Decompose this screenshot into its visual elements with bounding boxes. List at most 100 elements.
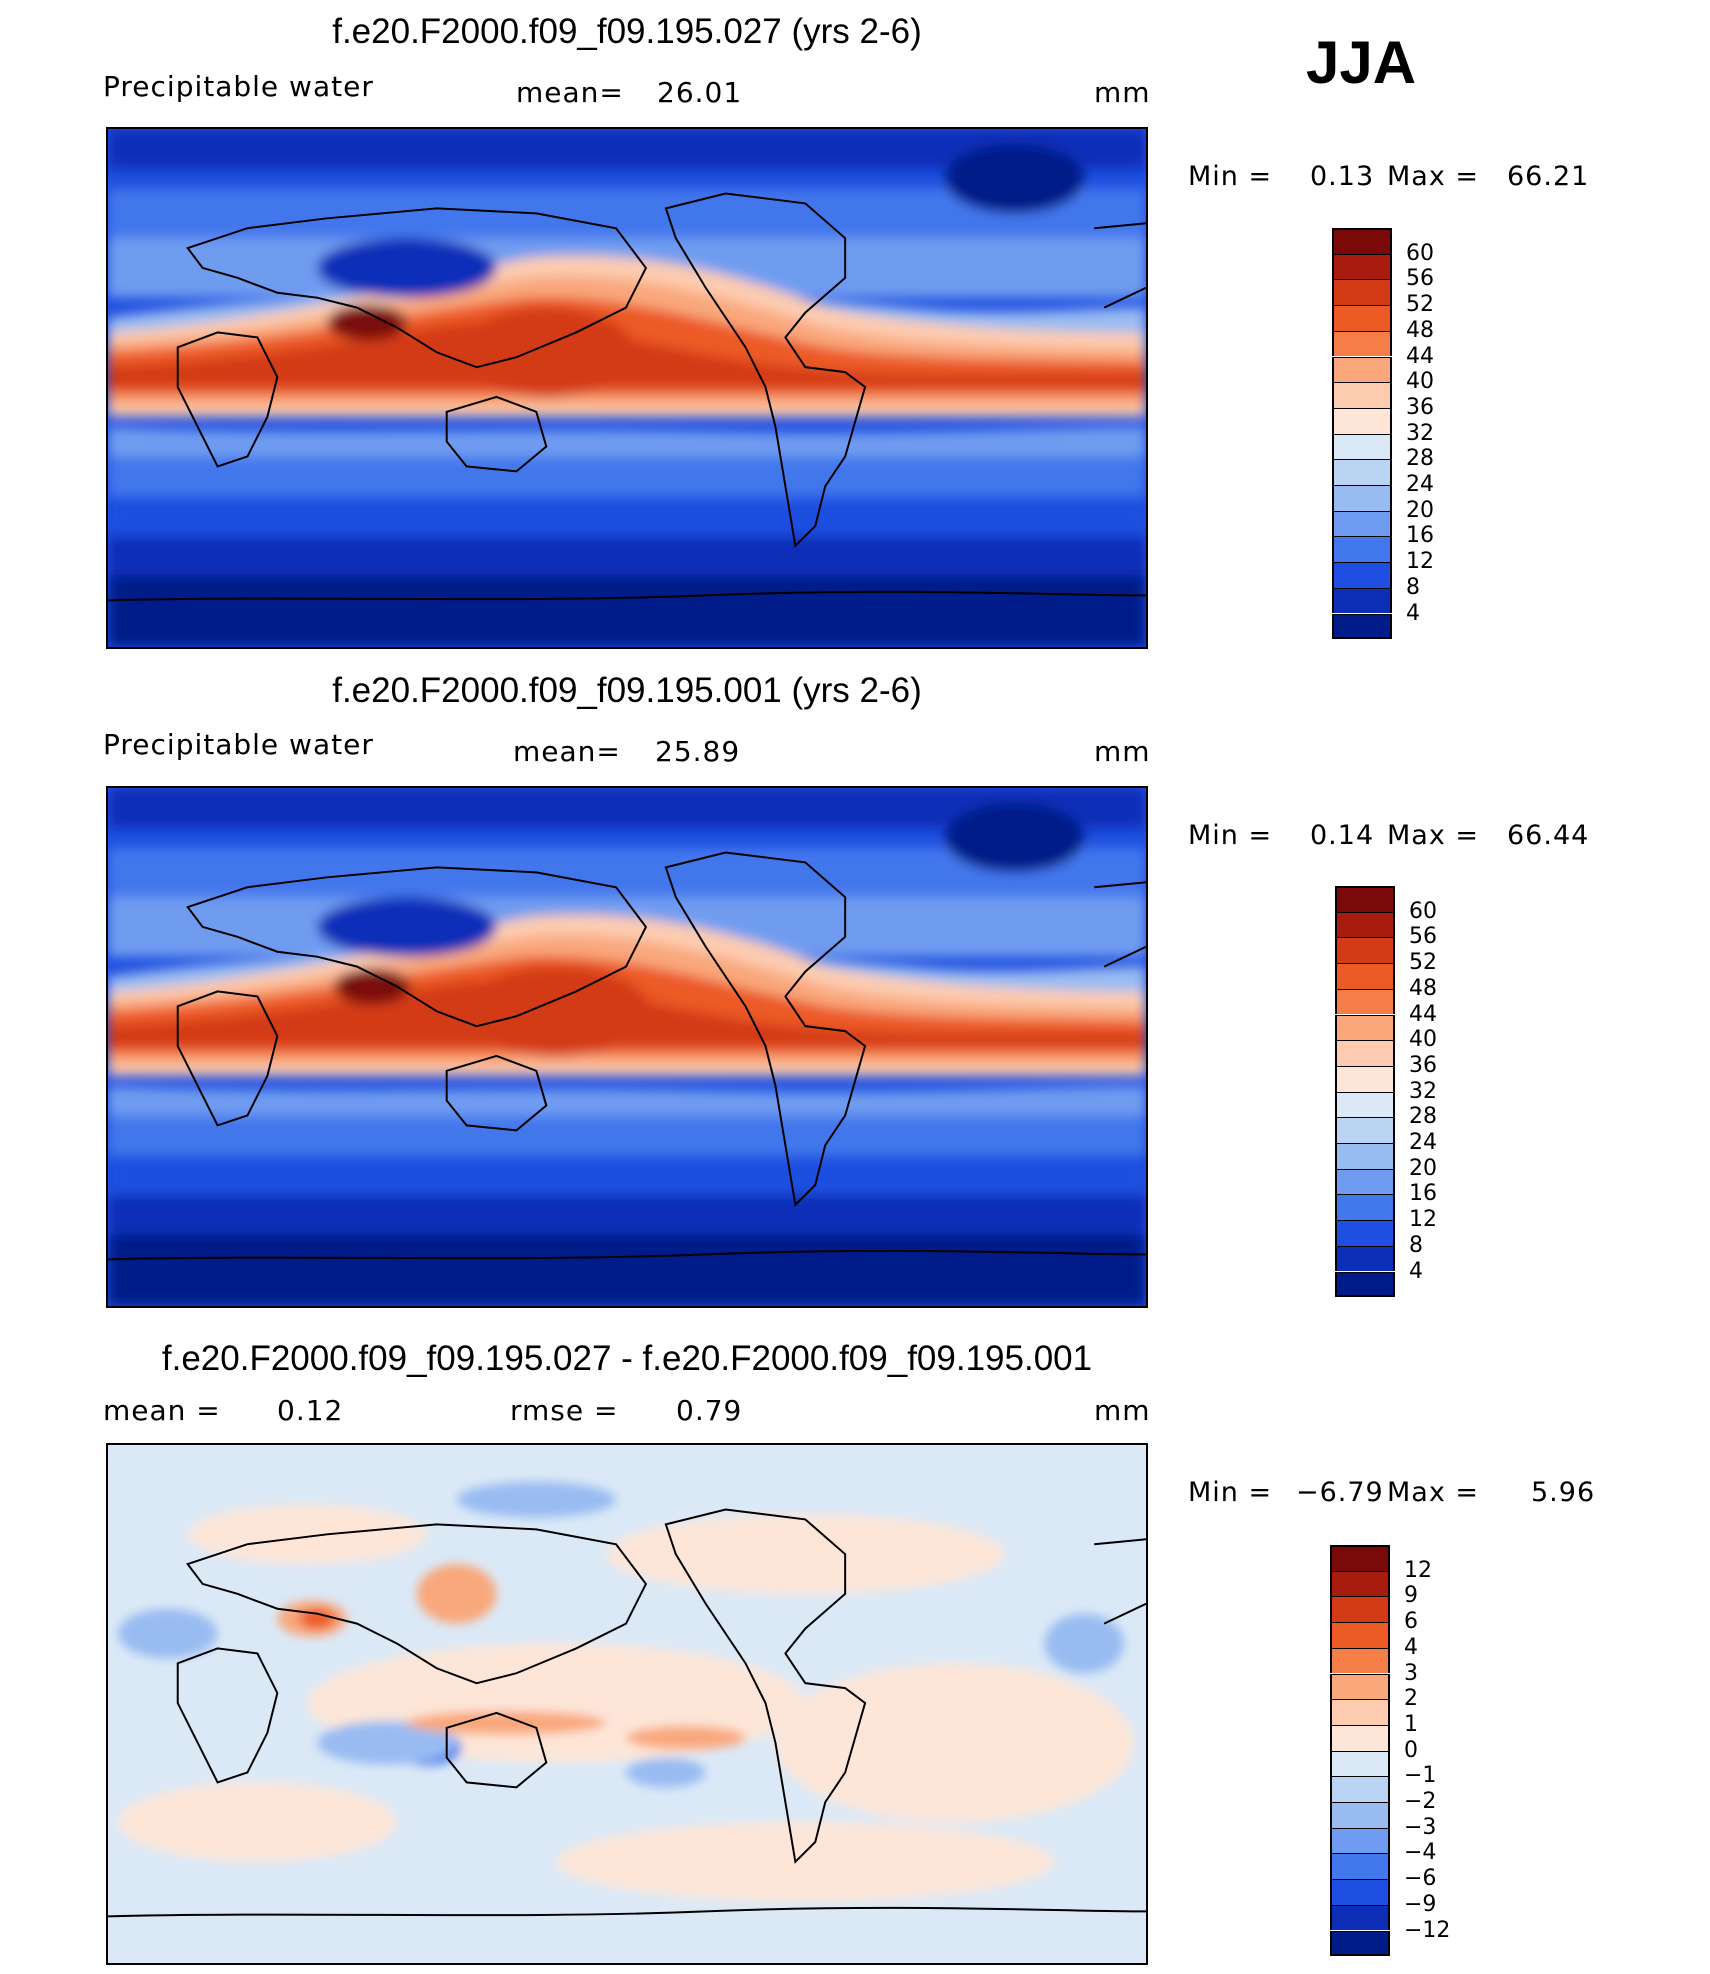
colorbar-tick-label: 8 <box>1409 1232 1423 1258</box>
colorbar-swatch <box>1335 1220 1395 1246</box>
panel2-max-label: Max = <box>1387 820 1480 851</box>
colorbar-tick-label: 44 <box>1406 343 1434 369</box>
colorbar-swatch <box>1332 587 1392 614</box>
colorbar-tick-label: 28 <box>1409 1104 1437 1130</box>
colorbar-swatch <box>1335 886 1395 912</box>
colorbar-swatch <box>1332 433 1392 460</box>
panel3-map <box>106 1443 1148 1965</box>
colorbar-swatch <box>1332 253 1392 280</box>
season-label: JJA <box>1306 29 1417 96</box>
colorbar-swatch <box>1335 1040 1395 1066</box>
colorbar-swatch <box>1335 1168 1395 1195</box>
panel3-field <box>108 1445 1146 1963</box>
colorbar-swatch <box>1330 1879 1390 1905</box>
colorbar-tick-label: 8 <box>1406 574 1420 600</box>
colorbar-tick-label: 32 <box>1409 1078 1437 1104</box>
colorbar-swatch <box>1332 510 1392 537</box>
colorbar-swatch <box>1332 382 1392 408</box>
colorbar-swatch <box>1330 1622 1390 1648</box>
colorbar-tick-label: 44 <box>1409 1001 1437 1027</box>
panel2-stat-label: mean= <box>513 735 621 768</box>
colorbar-swatch <box>1335 1065 1395 1092</box>
colorbar-swatch <box>1332 330 1392 357</box>
colorbar-tick-label: 28 <box>1406 446 1434 472</box>
colorbar-swatch <box>1332 228 1392 254</box>
colorbar-swatch <box>1330 1930 1390 1957</box>
colorbar-tick-label: 52 <box>1409 950 1437 976</box>
colorbar-tick-label: 12 <box>1409 1207 1437 1233</box>
colorbar-swatch <box>1332 279 1392 306</box>
colorbar-swatch <box>1330 1904 1390 1931</box>
panel2-min-value: 0.14 <box>1310 820 1375 851</box>
colorbar-swatch <box>1335 937 1395 964</box>
panel1-title: f.e20.F2000.f09_f09.195.027 (yrs 2-6) <box>332 12 922 51</box>
colorbar-tick-label: 40 <box>1409 1027 1437 1053</box>
colorbar-swatch <box>1332 536 1392 563</box>
colorbar-tick-label: 16 <box>1409 1181 1437 1207</box>
colorbar-tick-label: 9 <box>1404 1583 1418 1609</box>
colorbar-swatch <box>1335 963 1395 989</box>
colorbar-swatch <box>1332 356 1392 383</box>
colorbar-tick-label: 40 <box>1406 369 1434 395</box>
colorbar-swatch <box>1335 1014 1395 1041</box>
panel3-coastlines <box>108 1508 1146 1918</box>
colorbar-tick-label: 4 <box>1404 1634 1418 1660</box>
colorbar-tick-label: −9 <box>1404 1891 1437 1917</box>
colorbar-swatch <box>1330 1545 1390 1571</box>
colorbar-tick-label: 4 <box>1409 1258 1423 1284</box>
panel3-rmse-label: rmse = <box>510 1394 619 1427</box>
panel2-units: mm <box>1094 735 1151 768</box>
panel3-min-value: −6.79 <box>1296 1477 1384 1508</box>
panel3-title: f.e20.F2000.f09_f09.195.027 - f.e20.F200… <box>161 1339 1093 1378</box>
panel2-max-value: 66.44 <box>1507 820 1590 851</box>
colorbar-swatch <box>1332 407 1392 434</box>
colorbar-tick-label: −6 <box>1404 1866 1437 1892</box>
panel3-mean-label: mean = <box>103 1394 221 1427</box>
panel3-units: mm <box>1094 1394 1151 1427</box>
colorbar-swatch <box>1330 1853 1390 1880</box>
colorbar-tick-label: 48 <box>1409 975 1437 1001</box>
panel2-stat-value: 25.89 <box>655 735 741 768</box>
colorbar-swatch <box>1330 1596 1390 1623</box>
colorbar-tick-label: 56 <box>1409 924 1437 950</box>
panel3-mean-value: 0.12 <box>277 1394 344 1427</box>
colorbar-swatch <box>1330 1802 1390 1828</box>
colorbar-swatch <box>1335 1194 1395 1221</box>
panel3-max-label: Max = <box>1387 1477 1480 1508</box>
colorbar-tick-label: −2 <box>1404 1789 1437 1814</box>
colorbar-tick-label: 48 <box>1406 317 1434 343</box>
colorbar-tick-label: 32 <box>1406 420 1434 446</box>
colorbar-swatch <box>1330 1827 1390 1854</box>
colorbar-tick-label: 1 <box>1404 1711 1418 1737</box>
colorbar-tick-label: −3 <box>1404 1814 1437 1840</box>
panel1-stat-value: 26.01 <box>657 76 743 109</box>
panel2-min-label: Min = <box>1188 820 1273 851</box>
panel1-field <box>108 129 1146 647</box>
colorbar-tick-label: −12 <box>1404 1917 1451 1943</box>
panel1-map <box>106 127 1148 649</box>
colorbar-swatch <box>1335 1245 1395 1272</box>
panel3-min-label: Min = <box>1188 1477 1273 1508</box>
colorbar-swatch <box>1335 988 1395 1015</box>
colorbar-swatch <box>1335 1143 1395 1169</box>
colorbar-swatch <box>1332 459 1392 485</box>
colorbar-tick-label: 60 <box>1406 240 1434 266</box>
panel1-stat-label: mean= <box>516 76 624 109</box>
colorbar-tick-label: 16 <box>1406 523 1434 549</box>
colorbar-tick-label: 24 <box>1409 1130 1437 1155</box>
colorbar-swatch <box>1330 1699 1390 1725</box>
colorbar-swatch <box>1330 1750 1390 1777</box>
colorbar-tick-label: 20 <box>1409 1155 1437 1181</box>
panel2-variable: Precipitable water <box>103 728 374 761</box>
panel1-min-value: 0.13 <box>1310 161 1375 192</box>
colorbar-tick-label: 12 <box>1406 549 1434 575</box>
colorbar-tick-label: 36 <box>1406 394 1434 420</box>
colorbar-tick-label: 56 <box>1406 266 1434 292</box>
colorbar-tick-label: −4 <box>1404 1840 1437 1866</box>
colorbar-tick-label: 12 <box>1404 1557 1432 1583</box>
colorbar-tick-label: 0 <box>1404 1737 1418 1763</box>
colorbar-swatch <box>1330 1570 1390 1597</box>
colorbar-swatch <box>1335 911 1395 938</box>
colorbar-tick-label: 24 <box>1406 472 1434 497</box>
panel3-max-value: 5.96 <box>1531 1477 1596 1508</box>
